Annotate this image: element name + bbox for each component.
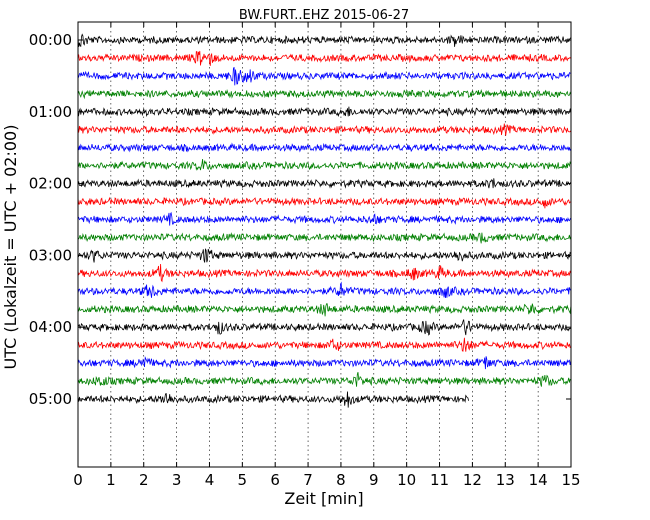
x-tick-label: 14 [529, 471, 548, 489]
x-tick-label: 0 [73, 471, 83, 489]
seismogram-trace-0015 [77, 50, 572, 66]
seismogram-trace-0330 [77, 281, 572, 299]
x-tick-label: 13 [496, 471, 515, 489]
seismogram-trace-0100 [77, 106, 572, 118]
x-tick-label: 11 [430, 471, 449, 489]
seismogram-trace-0500 [77, 391, 469, 408]
seismogram-trace-0045 [77, 88, 572, 100]
seismogram-trace-0000 [77, 33, 572, 47]
x-tick-label: 7 [303, 471, 313, 489]
x-tick-label: 1 [106, 471, 116, 489]
x-tick-label: 10 [397, 471, 416, 489]
x-tick-label: 9 [369, 471, 379, 489]
y-axis-label: UTC (Lokalzeit = UTC + 02:00) [1, 125, 20, 370]
seismogram-trace-0200 [77, 178, 572, 189]
x-tick-label: 4 [205, 471, 215, 489]
seismogram-trace-0345 [78, 303, 572, 317]
seismogram-trace-0215 [77, 196, 571, 209]
seismogram-trace-0030 [77, 67, 571, 86]
plot-frame [77, 21, 572, 468]
seismogram-trace-0145 [77, 158, 572, 171]
seismogram-trace-0430 [77, 356, 572, 370]
seismogram-traces [77, 33, 572, 408]
seismogram-trace-0130 [77, 142, 572, 153]
chart-title: BW.FURT..EHZ 2015-06-27 [239, 8, 409, 23]
x-tick-label: 12 [463, 471, 482, 489]
seismogram-trace-0300 [77, 248, 572, 263]
x-tick-label: 8 [336, 471, 346, 489]
x-tick-label: 3 [172, 471, 182, 489]
x-tick-label: 2 [139, 471, 149, 489]
x-tick-label: 6 [270, 471, 280, 489]
x-tick-label: 15 [561, 471, 580, 489]
seismogram-trace-0245 [78, 232, 572, 244]
y-tick-label: 04:00 [29, 318, 72, 336]
x-axis-label: Zeit [min] [284, 489, 363, 508]
x-tick-label: 5 [238, 471, 248, 489]
seismogram-trace-0315 [77, 263, 572, 283]
axis-ticks: 0 1 2 3 4 5 6 7 8 9 10 11 12 13 14 1500:0001:0002:0003:… [29, 22, 581, 489]
y-tick-label: 00:00 [29, 31, 72, 49]
seismogram-trace-0445 [77, 371, 572, 387]
seismogram-trace-0400 [77, 319, 572, 336]
seismogram-trace-0415 [77, 337, 571, 352]
seismogram-trace-0230 [77, 211, 572, 226]
y-tick-label: 03:00 [29, 246, 72, 264]
y-tick-label: 05:00 [29, 390, 72, 408]
y-tick-label: 02:00 [29, 175, 72, 193]
seismogram-trace-0115 [77, 123, 572, 136]
y-tick-label: 01:00 [29, 103, 72, 121]
